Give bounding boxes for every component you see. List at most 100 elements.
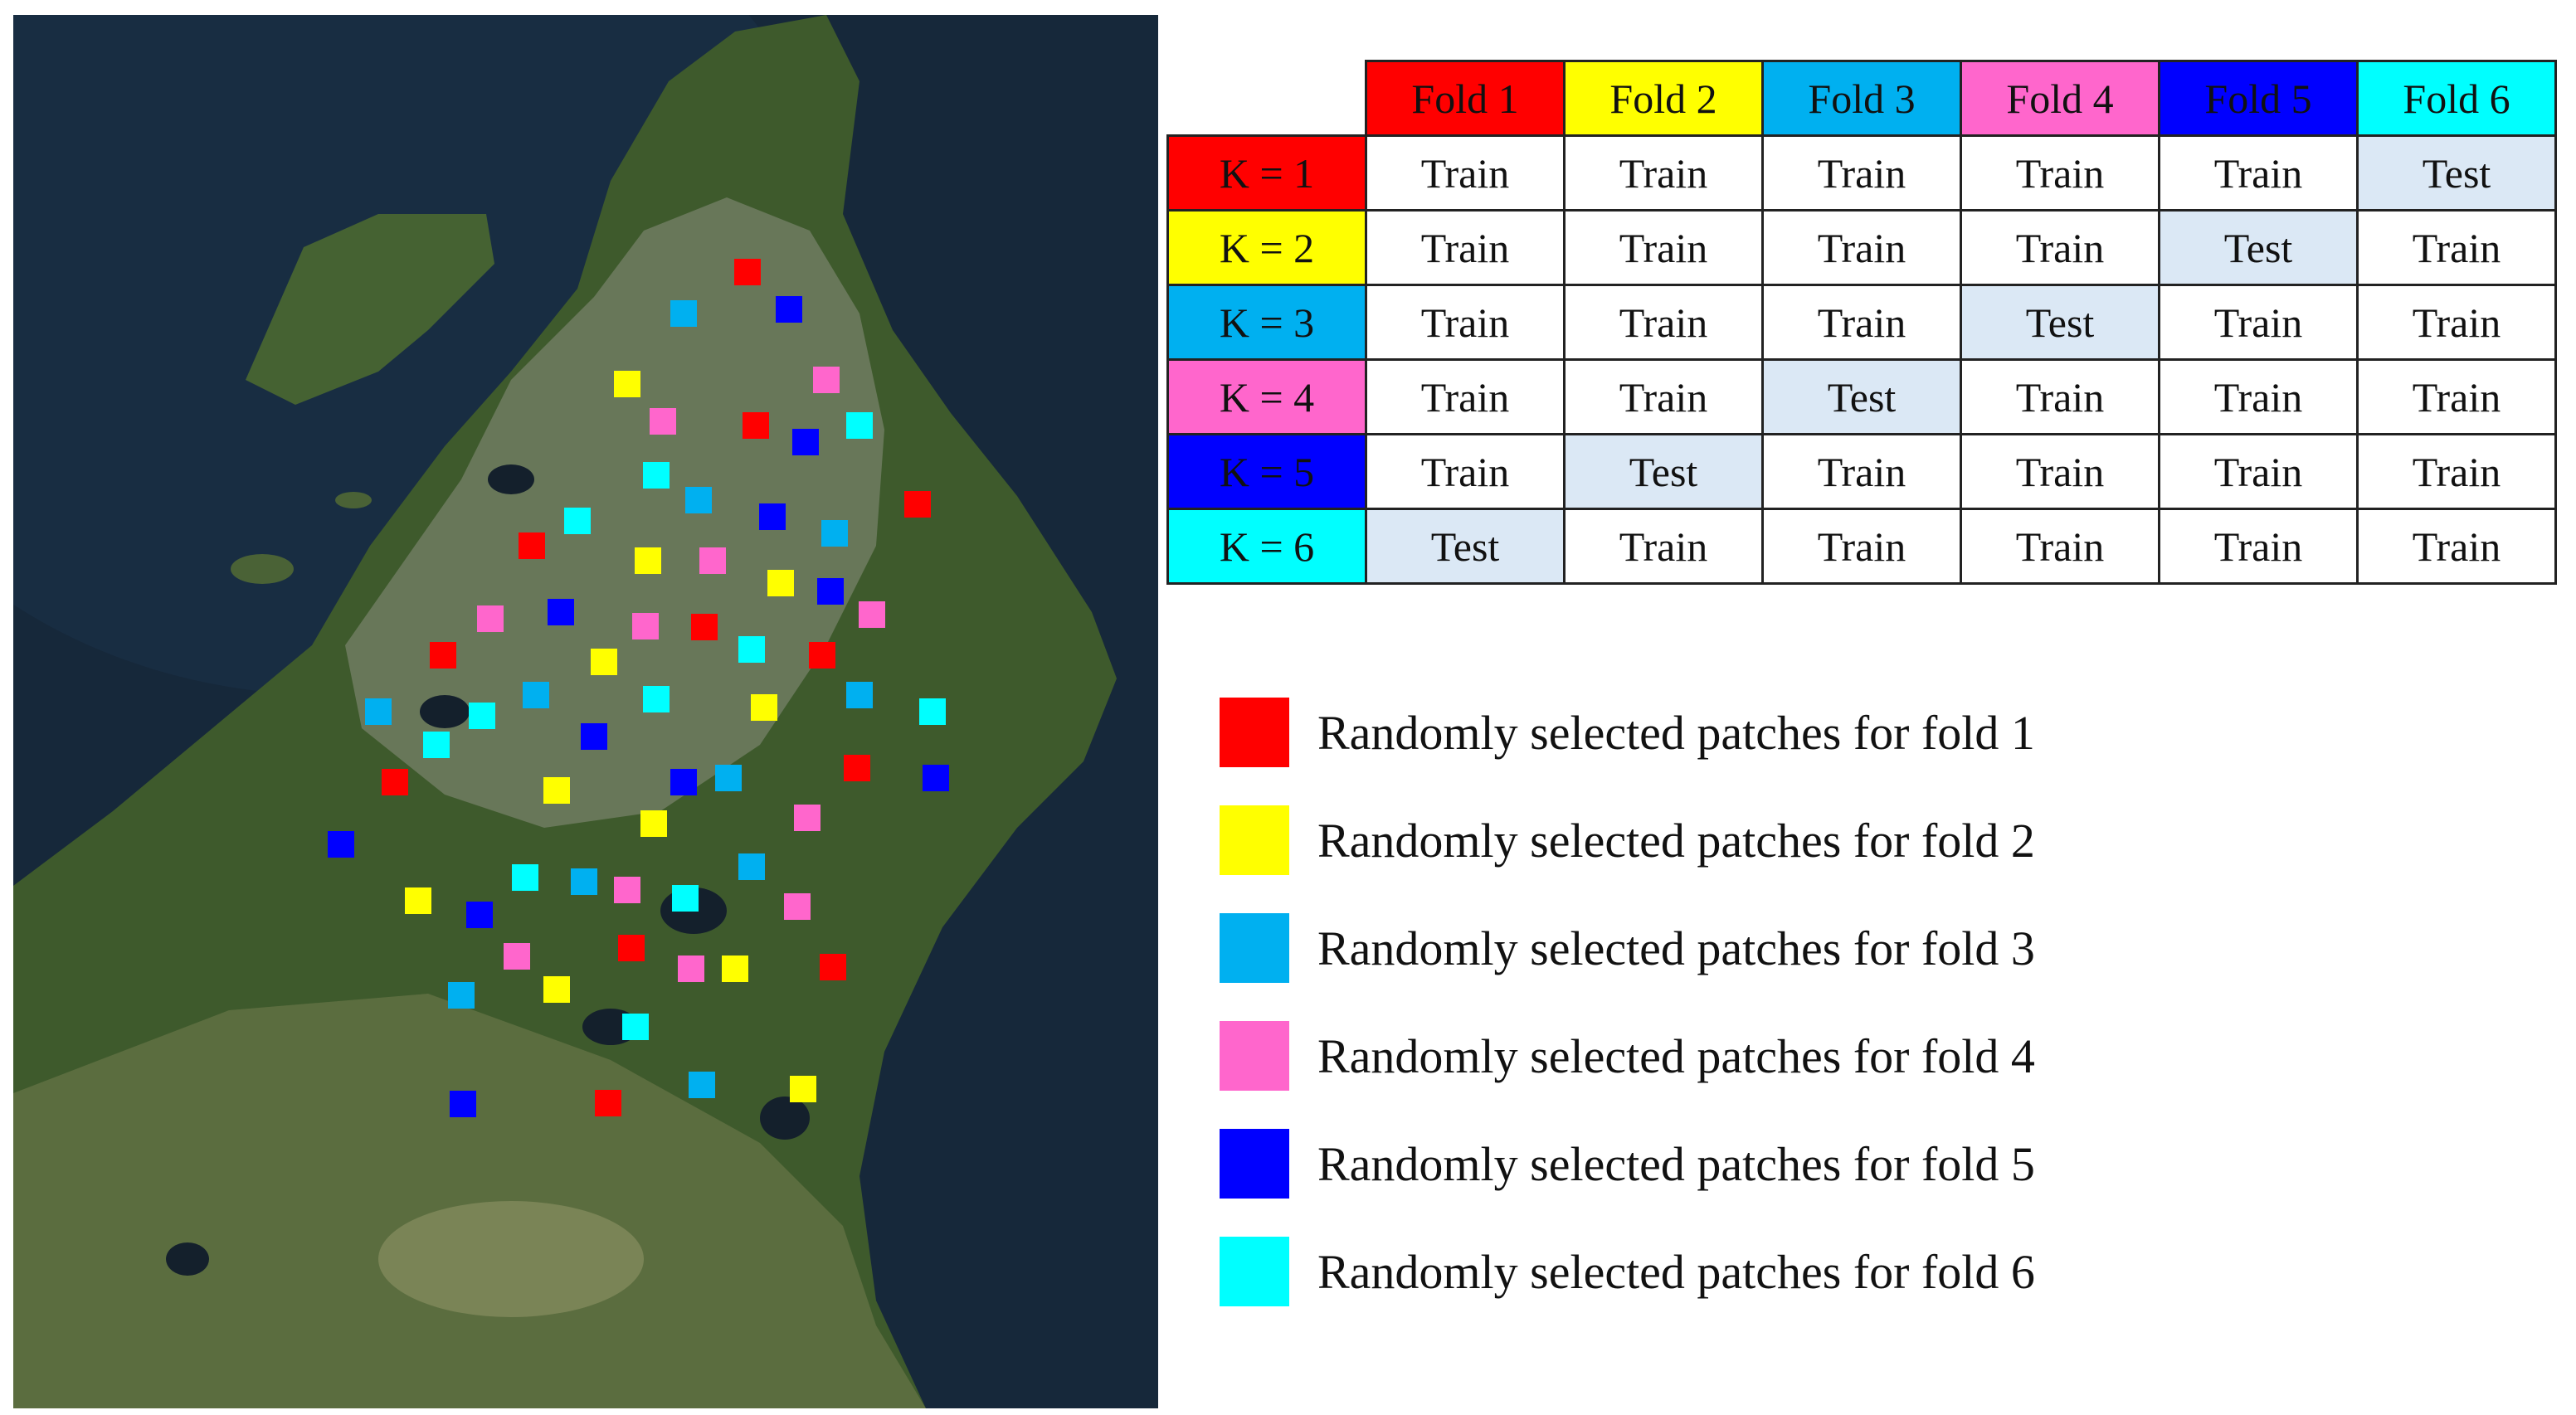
lake [760, 1097, 810, 1140]
patch-marker-fold-1 [904, 491, 931, 518]
test-cell: Test [1563, 433, 1764, 510]
legend-swatch [1220, 805, 1289, 875]
patch-marker-fold-6 [622, 1014, 649, 1040]
legend-label: Randomly selected patches for fold 4 [1317, 1028, 2035, 1083]
train-cell: Train [2158, 433, 2359, 510]
patch-marker-fold-2 [640, 810, 667, 837]
patch-marker-fold-3 [846, 682, 873, 708]
table-row: K = 2 Train Train Train Train Test Train [1166, 209, 2557, 286]
patch-marker-fold-2 [767, 570, 794, 596]
patch-marker-fold-1 [809, 642, 835, 669]
patch-marker-fold-5 [923, 765, 949, 791]
legend-item-fold-6: Randomly selected patches for fold 6 [1220, 1218, 2035, 1325]
patch-marker-fold-6 [512, 864, 538, 891]
train-cell: Train [1761, 433, 1962, 510]
train-cell: Train [1563, 134, 1764, 212]
train-cell: Train [1960, 433, 2160, 510]
offshore-island [246, 214, 494, 405]
train-cell: Train [2356, 284, 2557, 361]
patch-marker-fold-4 [632, 613, 659, 639]
legend-swatch [1220, 698, 1289, 767]
patch-marker-fold-1 [382, 769, 408, 795]
patch-marker-fold-1 [595, 1090, 621, 1116]
patch-markers [328, 259, 949, 1117]
fold-header-2: Fold 2 [1563, 60, 1764, 137]
patch-marker-fold-2 [722, 955, 748, 982]
cross-validation-table: Fold 1 Fold 2 Fold 3 Fold 4 Fold 5 Fold 6 K =… [1166, 60, 2557, 585]
patch-marker-fold-3 [821, 520, 848, 547]
patch-marker-fold-1 [430, 642, 456, 669]
patch-marker-fold-6 [564, 508, 591, 534]
patch-marker-fold-6 [469, 703, 495, 729]
patch-marker-fold-6 [738, 636, 765, 663]
row-label-k2: K = 2 [1166, 209, 1367, 286]
southern-terrain [13, 994, 926, 1408]
patch-marker-fold-6 [672, 885, 699, 912]
patch-marker-fold-5 [670, 769, 697, 795]
patch-marker-fold-6 [423, 732, 450, 758]
row-label-k4: K = 4 [1166, 358, 1367, 435]
legend-swatch [1220, 1237, 1289, 1306]
legend: Randomly selected patches for fold 1 Rand… [1220, 678, 2035, 1325]
patch-marker-fold-4 [477, 605, 504, 632]
patch-marker-fold-3 [689, 1072, 715, 1098]
urban-area [345, 197, 884, 828]
legend-item-fold-1: Randomly selected patches for fold 1 [1220, 678, 2035, 786]
train-cell: Train [1365, 209, 1566, 286]
legend-label: Randomly selected patches for fold 2 [1317, 813, 2035, 868]
patch-marker-fold-3 [670, 300, 697, 327]
patch-marker-fold-3 [571, 868, 597, 895]
patch-marker-fold-6 [643, 686, 670, 712]
patch-marker-fold-2 [790, 1076, 816, 1102]
fold-header-3: Fold 3 [1761, 60, 1962, 137]
legend-item-fold-4: Randomly selected patches for fold 4 [1220, 1002, 2035, 1110]
patch-marker-fold-4 [859, 601, 885, 628]
patch-marker-fold-3 [448, 982, 475, 1009]
train-cell: Train [2158, 358, 2359, 435]
train-cell: Train [2356, 433, 2557, 510]
train-cell: Train [2356, 209, 2557, 286]
patch-marker-fold-2 [614, 371, 640, 397]
train-cell: Train [1761, 209, 1962, 286]
legend-label: Randomly selected patches for fold 5 [1317, 1136, 2035, 1191]
fold-header-1: Fold 1 [1365, 60, 1566, 137]
train-cell: Train [1365, 284, 1566, 361]
train-cell: Train [2356, 508, 2557, 585]
fold-header-6: Fold 6 [2356, 60, 2557, 137]
train-cell: Train [1563, 508, 1764, 585]
patch-marker-fold-1 [743, 412, 769, 439]
patch-marker-fold-4 [699, 547, 726, 574]
patch-marker-fold-1 [734, 259, 761, 285]
patch-marker-fold-4 [784, 893, 811, 920]
train-cell: Train [1365, 433, 1566, 510]
satellite-map-image [13, 15, 1158, 1408]
patch-marker-fold-6 [846, 412, 873, 439]
patch-marker-fold-5 [466, 902, 493, 928]
patch-marker-fold-6 [919, 698, 946, 725]
patch-marker-fold-4 [650, 408, 676, 435]
row-label-k6: K = 6 [1166, 508, 1367, 585]
train-cell: Train [2158, 134, 2359, 212]
patch-marker-fold-4 [614, 877, 640, 903]
patch-marker-fold-5 [792, 429, 819, 455]
satellite-map [13, 15, 1158, 1408]
fold-header-row: Fold 1 Fold 2 Fold 3 Fold 4 Fold 5 Fold 6 [1167, 60, 2557, 137]
open-land [378, 1201, 644, 1317]
lake [420, 695, 470, 728]
patch-marker-fold-3 [685, 487, 712, 513]
train-cell: Train [1960, 358, 2160, 435]
legend-label: Randomly selected patches for fold 3 [1317, 921, 2035, 975]
lake [166, 1242, 209, 1276]
table-row: K = 6 Test Train Train Train Train Train [1166, 508, 2557, 585]
patch-marker-fold-4 [813, 367, 840, 393]
patch-marker-fold-3 [715, 765, 742, 791]
train-cell: Train [2158, 508, 2359, 585]
islet [231, 554, 294, 584]
train-cell: Train [1365, 134, 1566, 212]
legend-item-fold-3: Randomly selected patches for fold 3 [1220, 894, 2035, 1002]
patch-marker-fold-6 [643, 462, 670, 489]
legend-swatch [1220, 913, 1289, 983]
legend-label: Randomly selected patches for fold 6 [1317, 1244, 2035, 1299]
patch-marker-fold-2 [635, 547, 661, 574]
test-cell: Test [1960, 284, 2160, 361]
